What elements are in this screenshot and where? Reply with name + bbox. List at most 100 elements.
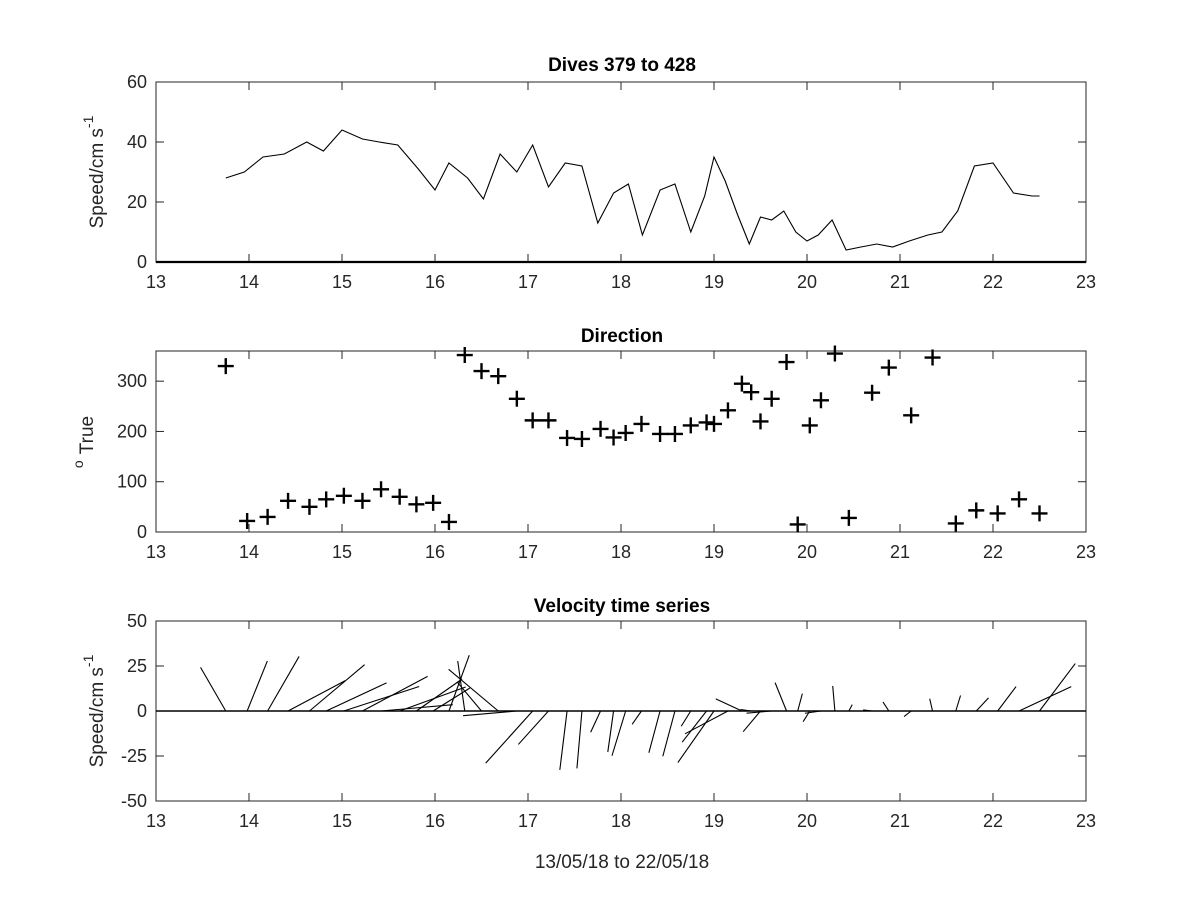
direction-point — [425, 494, 442, 511]
direction-point — [789, 516, 806, 533]
direction-point — [840, 509, 857, 526]
direction-point — [318, 491, 335, 508]
direction-point — [698, 414, 715, 431]
velocity-stick — [448, 668, 499, 712]
x-tick-label: 19 — [704, 272, 724, 292]
x-tick-label: 21 — [890, 542, 910, 562]
y-tick-label: 200 — [117, 421, 147, 441]
direction-point — [259, 508, 276, 525]
direction-point — [719, 402, 736, 419]
x-tick-label: 23 — [1076, 272, 1096, 292]
velocity-stick — [267, 656, 300, 712]
direction-point — [880, 359, 897, 376]
y-tick-label: 0 — [137, 252, 147, 272]
direction-point — [605, 429, 622, 446]
x-tick-label: 14 — [239, 542, 259, 562]
y-tick-label: 40 — [127, 132, 147, 152]
x-tick-label: 19 — [704, 811, 724, 831]
x-tick-label: 22 — [983, 272, 1003, 292]
velocity-stick — [287, 680, 346, 712]
velocity-stick — [200, 667, 227, 712]
speed-panel-title: Dives 379 to 428 — [548, 55, 696, 76]
y-tick-label: 300 — [117, 371, 147, 391]
x-tick-label: 18 — [611, 272, 631, 292]
y-tick-label: 50 — [127, 611, 147, 631]
velocity-stick — [448, 654, 470, 712]
y-tick-label: 20 — [127, 192, 147, 212]
velocity-stick — [684, 710, 729, 735]
velocity-stick — [362, 675, 428, 712]
direction-panel-title: Direction — [581, 326, 663, 347]
direction-panel-ylabel-text: True — [77, 416, 98, 454]
direction-panel-ylabel-prefix: o — [70, 460, 86, 468]
direction-point — [239, 512, 256, 529]
velocity-stick — [648, 710, 661, 753]
direction-point — [652, 425, 669, 442]
velocity-stick — [246, 660, 268, 712]
figure-xlabel: 13/05/18 to 22/05/18 — [535, 852, 709, 873]
x-tick-label: 16 — [425, 811, 445, 831]
speed-panel-ylabel-text: Speed/cm s — [87, 128, 108, 228]
speed-panel-ylabel-sup: -1 — [80, 115, 96, 128]
velocity-stick — [746, 710, 772, 714]
x-tick-label: 14 — [239, 272, 259, 292]
velocity-stick — [432, 687, 471, 712]
velocity-stick — [590, 710, 602, 733]
direction-point — [903, 407, 920, 424]
direction-point — [666, 425, 683, 442]
velocity-stick — [863, 709, 873, 712]
direction-point — [391, 488, 408, 505]
velocity-stick — [559, 710, 568, 771]
velocity-stick — [832, 685, 836, 712]
x-tick-label: 15 — [332, 542, 352, 562]
direction-point — [989, 505, 1006, 522]
direction-point — [633, 415, 650, 432]
x-tick-label: 14 — [239, 811, 259, 831]
velocity-stick — [882, 701, 890, 712]
direction-point — [335, 487, 352, 504]
velocity-stick — [848, 704, 853, 712]
velocity-stick — [611, 710, 627, 756]
direction-point — [924, 349, 941, 366]
velocity-panel-title: Velocity time series — [534, 596, 710, 617]
velocity-stick — [517, 710, 549, 745]
direction-point — [354, 492, 371, 509]
speed-series-line — [225, 129, 1040, 251]
x-tick-label: 17 — [518, 272, 538, 292]
y-tick-label: 60 — [127, 72, 147, 92]
velocity-stick — [607, 710, 615, 753]
velocity-stick — [462, 710, 517, 717]
direction-point — [1011, 491, 1028, 508]
x-tick-label: 22 — [983, 811, 1003, 831]
direction-point — [217, 358, 234, 375]
direction-point — [1031, 505, 1048, 522]
direction-point — [408, 496, 425, 513]
direction-point — [524, 412, 541, 429]
direction-point — [508, 390, 525, 407]
direction-point — [440, 513, 457, 530]
direction-point — [864, 384, 881, 401]
direction-point — [540, 412, 557, 429]
direction-point — [743, 384, 760, 401]
x-tick-label: 20 — [797, 272, 817, 292]
direction-point — [456, 347, 473, 364]
x-tick-label: 15 — [332, 811, 352, 831]
speed-panel: Dives 379 to 428 Speed/cm s-1 13 14 15 16 17… — [80, 55, 1096, 292]
velocity-stick — [903, 710, 912, 717]
velocity-stick — [677, 710, 715, 763]
x-tick-label: 20 — [797, 811, 817, 831]
direction-point — [968, 502, 985, 519]
velocity-stick — [975, 697, 989, 712]
direction-point — [763, 390, 780, 407]
velocity-stick — [662, 710, 676, 757]
velocity-stick — [715, 698, 743, 712]
velocity-stick — [325, 682, 387, 712]
direction-point — [801, 417, 818, 434]
x-tick-label: 22 — [983, 542, 1003, 562]
velocity-panel-ylabel-sup: -1 — [80, 654, 96, 667]
velocity-stick — [1039, 663, 1076, 712]
direction-point — [573, 430, 590, 447]
speed-panel-ylabel: Speed/cm s-1 — [80, 115, 108, 228]
direction-panel: Direction o True 13 14 15 16 17 18 19 20 21 22 23 0 1… — [70, 326, 1096, 562]
